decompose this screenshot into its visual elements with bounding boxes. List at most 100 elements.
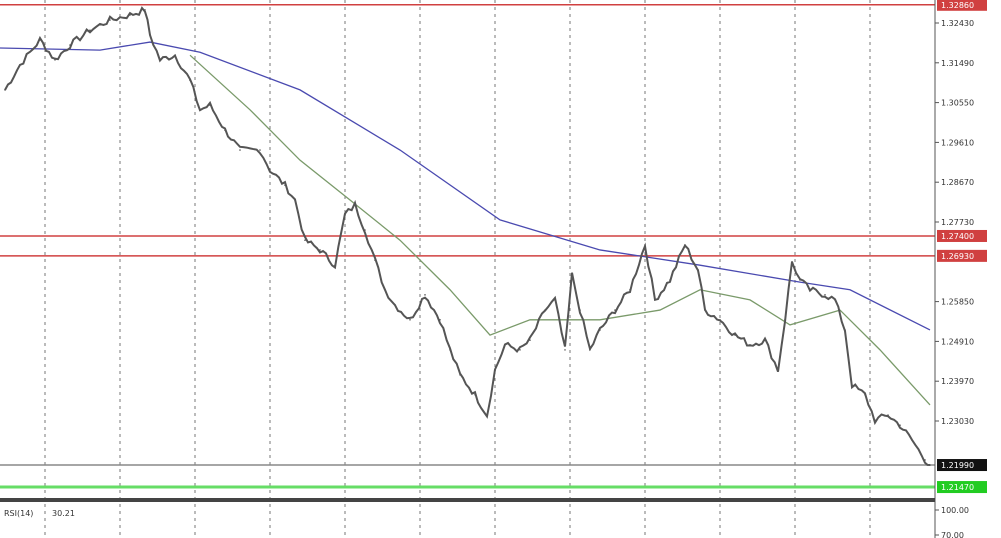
- horizontal-levels: [0, 4, 935, 489]
- price-axis[interactable]: 1.32430 1.31490 1.30550 1.29610 1.28670 1.277…: [935, 19, 974, 426]
- price-point: [529, 339, 531, 341]
- price-point: [544, 309, 546, 311]
- price-point: [89, 29, 91, 31]
- price-point: [784, 319, 786, 321]
- price-point: [924, 459, 926, 461]
- price-point: [394, 304, 396, 306]
- price-point: [239, 149, 241, 151]
- price-point: [824, 294, 826, 296]
- price-point: [504, 343, 506, 346]
- price-point: [809, 288, 811, 291]
- price-point: [39, 39, 41, 41]
- price-tick-label: 1.27730: [941, 218, 974, 227]
- price-point: [764, 339, 766, 341]
- price-point: [209, 104, 211, 106]
- indicator-separator[interactable]: [0, 498, 935, 502]
- price-point: [344, 214, 346, 216]
- price-point: [189, 79, 191, 81]
- price-series: [4, 6, 931, 467]
- price-point: [519, 349, 521, 351]
- price-point: [439, 319, 441, 321]
- price-point: [834, 299, 836, 301]
- price-tick-label: 1.32430: [941, 19, 974, 28]
- price-point: [864, 393, 866, 396]
- price-point: [929, 464, 931, 466]
- price-point: [554, 299, 556, 301]
- price-point: [19, 64, 21, 66]
- price-point: [459, 374, 461, 376]
- price-point: [844, 329, 846, 331]
- level-tag: [937, 229, 987, 242]
- indicator-axis: 100.00 70.00: [935, 506, 969, 538]
- price-point: [777, 369, 779, 371]
- rsi-value: 30.21: [52, 509, 75, 518]
- level-tags: 1.32860 1.27400 1.26930 1.21990 1.21470: [937, 0, 987, 494]
- price-point: [409, 319, 411, 321]
- price-tick-label: 1.31490: [941, 59, 974, 68]
- price-line: [4, 6, 931, 467]
- price-point: [644, 244, 646, 246]
- price-tick-label: 1.30550: [941, 99, 974, 108]
- price-point: [697, 269, 699, 271]
- price-tick-label: 1.25850: [941, 298, 974, 307]
- price-point: [684, 244, 686, 246]
- price-point: [734, 334, 736, 336]
- price-point: [749, 343, 751, 346]
- price-point: [4, 89, 6, 91]
- price-point: [269, 169, 271, 171]
- level-tag: [937, 459, 987, 472]
- price-point: [384, 288, 386, 291]
- price-point: [887, 414, 889, 416]
- level-tag-label: 1.26930: [941, 252, 974, 261]
- price-point: [599, 329, 601, 331]
- level-tag: [937, 0, 987, 11]
- price-point: [449, 349, 451, 351]
- indicator-tick-label: 100.00: [941, 506, 969, 515]
- moving-average-line: [0, 41, 931, 331]
- level-tag-label: 1.27400: [941, 232, 974, 241]
- indicator-tick-label: 70.00: [941, 531, 964, 538]
- price-point: [319, 249, 321, 251]
- price-point: [719, 319, 721, 321]
- price-point: [494, 369, 496, 371]
- price-point: [589, 349, 591, 351]
- price-point: [334, 264, 336, 266]
- price-point: [304, 239, 306, 242]
- price-point: [294, 199, 296, 201]
- price-point: [259, 149, 261, 151]
- price-point: [669, 279, 671, 281]
- price-point: [174, 54, 176, 56]
- price-point: [424, 294, 426, 296]
- price-point: [799, 279, 801, 281]
- price-point: [486, 414, 488, 416]
- price-point: [851, 384, 853, 386]
- level-tag: [937, 481, 987, 494]
- price-point: [899, 424, 901, 427]
- moving-averages: [0, 41, 931, 406]
- price-tick-label: 1.23970: [941, 377, 974, 386]
- price-point: [199, 108, 201, 111]
- price-point: [654, 299, 656, 301]
- price-point: [284, 184, 286, 186]
- level-tag-label: 1.32860: [941, 1, 974, 10]
- price-point: [144, 9, 146, 11]
- price-point: [571, 274, 573, 276]
- price-point: [474, 393, 476, 396]
- price-point: [629, 288, 631, 291]
- price-point: [874, 419, 876, 421]
- price-point: [129, 14, 131, 16]
- level-tag: [937, 249, 987, 262]
- price-point: [159, 59, 161, 61]
- price-point: [54, 59, 56, 61]
- price-point: [109, 19, 111, 21]
- price-tick-label: 1.23030: [941, 417, 974, 426]
- price-point: [911, 439, 913, 441]
- price-tick-label: 1.24910: [941, 337, 974, 346]
- price-point: [69, 44, 71, 46]
- price-tick-label: 1.29610: [941, 138, 974, 147]
- level-tag-label: 1.21470: [941, 483, 974, 492]
- plot-area: [0, 0, 935, 538]
- price-point: [791, 261, 793, 263]
- price-point: [564, 349, 566, 351]
